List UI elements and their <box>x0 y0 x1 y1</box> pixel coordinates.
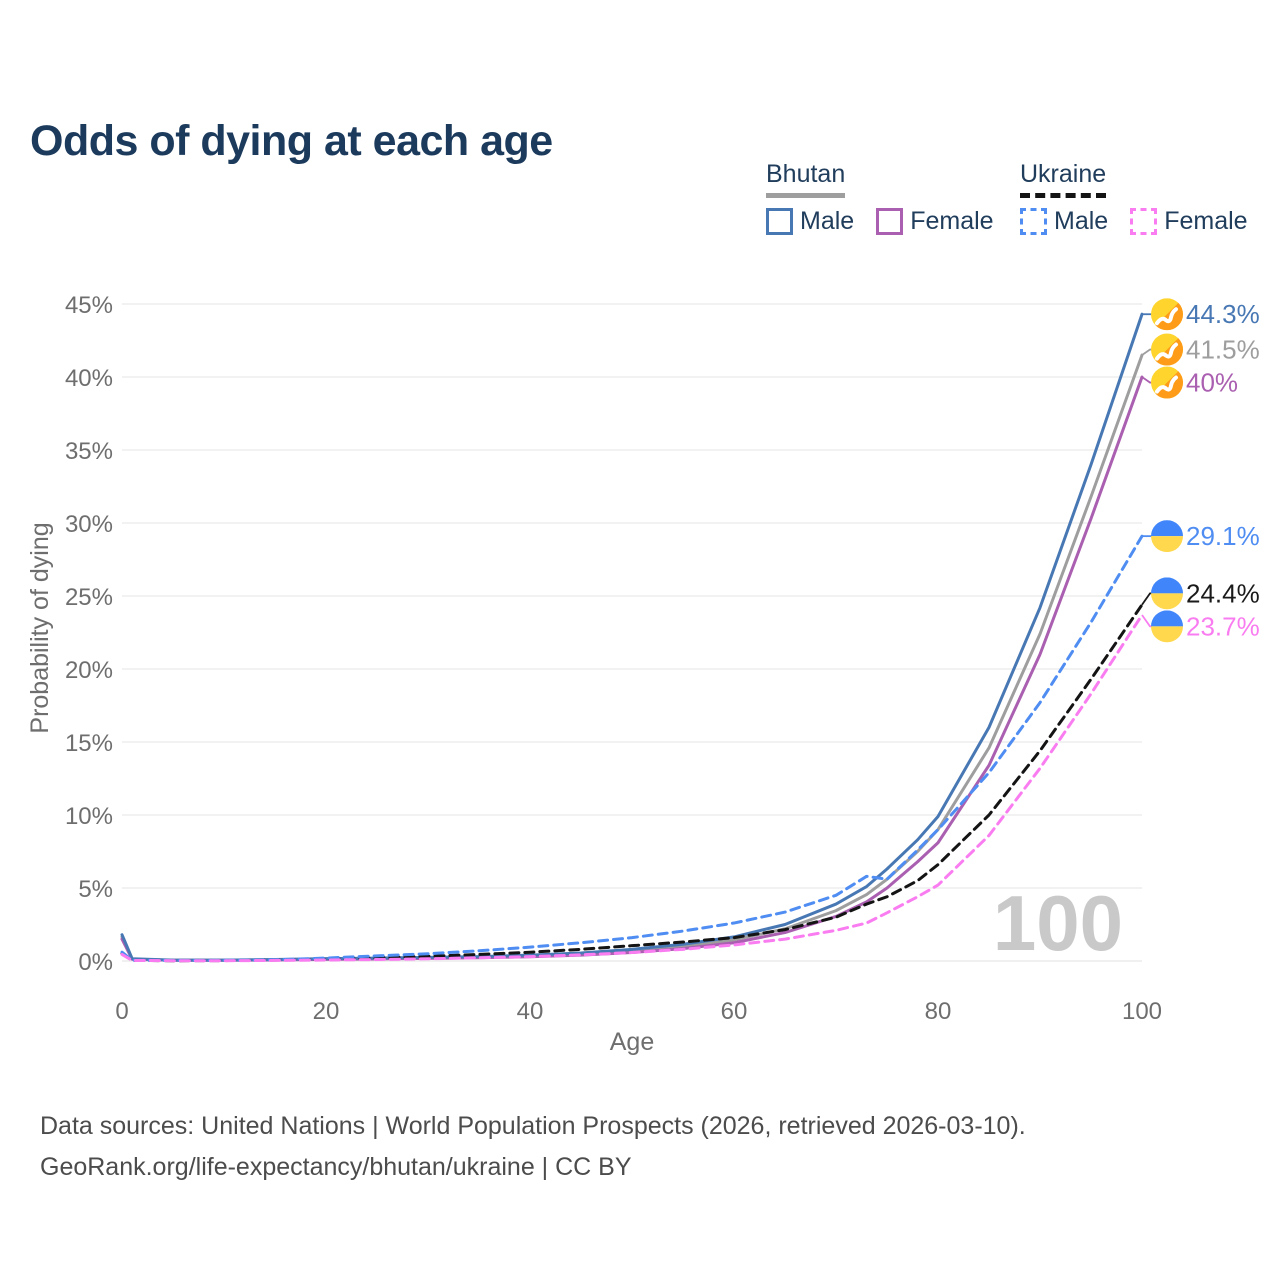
y-tick-label: 10% <box>65 803 113 830</box>
x-tick-label: 20 <box>313 998 340 1025</box>
label-connector <box>1141 376 1152 384</box>
series-line-bhutan-total[interactable] <box>120 353 1144 962</box>
x-tick-label: 80 <box>925 998 952 1025</box>
y-tick-label: 15% <box>65 730 113 757</box>
legend-title-bhutan[interactable]: Bhutan <box>766 160 846 198</box>
legend-label-bhutan-male: Male <box>800 207 855 235</box>
series-line-ukraine-female[interactable] <box>120 613 1144 963</box>
x-tick-label: 60 <box>721 998 748 1025</box>
flag-icon-bhutan <box>1151 298 1183 331</box>
flag-icon-bhutan <box>1151 366 1183 399</box>
bhutan-male-swatch-icon[interactable] <box>766 208 793 235</box>
ukraine-male-swatch-icon[interactable] <box>1020 208 1047 235</box>
x-tick-label: 100 <box>1122 998 1162 1025</box>
legend-label-ukraine-female: Female <box>1164 207 1248 235</box>
y-tick-label: 20% <box>65 657 113 684</box>
end-value-label: 41.5% <box>1186 335 1260 365</box>
end-value-label: 44.3% <box>1186 299 1260 329</box>
y-tick-label: 5% <box>78 876 113 903</box>
y-tick-label: 25% <box>65 584 113 611</box>
end-value-label: 23.7% <box>1186 611 1260 641</box>
age-counter-watermark: 100 <box>993 879 1123 967</box>
flag-icon-bhutan <box>1151 333 1183 366</box>
series-line-ukraine-male[interactable] <box>120 534 1144 963</box>
legend-item-ukraine-female[interactable]: Female <box>1130 207 1248 236</box>
legend-item-bhutan-male[interactable]: Male <box>766 207 854 236</box>
x-axis-title: Age <box>610 1028 654 1056</box>
legend-row-ukraine: Male Female <box>1020 207 1248 236</box>
flag-icon-ukraine <box>1151 577 1183 610</box>
y-tick-label: 0% <box>78 949 113 976</box>
label-connector <box>1141 614 1152 628</box>
data-sources-text: Data sources: United Nations | World Pop… <box>40 1112 1026 1140</box>
legend-label-ukraine-male: Male <box>1054 207 1109 235</box>
attribution-text: GeoRank.org/life-expectancy/bhutan/ukrai… <box>40 1152 632 1181</box>
y-axis-title: Probability of dying <box>26 522 54 733</box>
end-value-label: 29.1% <box>1186 521 1260 551</box>
y-tick-label: 35% <box>65 438 113 465</box>
y-tick-label: 45% <box>65 292 113 319</box>
y-tick-label: 30% <box>65 511 113 538</box>
legend-label-bhutan-female: Female <box>910 207 994 235</box>
legend-group-bhutan: Bhutan Male Female <box>766 160 994 236</box>
footer: Data sources: United Nations | World Pop… <box>40 1106 1240 1187</box>
label-connector <box>1141 592 1152 606</box>
legend-title-ukraine[interactable]: Ukraine <box>1020 160 1107 198</box>
end-value-label: 40% <box>1186 368 1238 398</box>
series-line-bhutan-male[interactable] <box>120 312 1144 962</box>
end-value-label: 24.4% <box>1186 578 1260 608</box>
legend-group-ukraine: Ukraine Male Female <box>1020 160 1248 236</box>
legend-row-bhutan: Male Female <box>766 207 994 236</box>
ukraine-female-swatch-icon[interactable] <box>1130 208 1158 235</box>
legend-item-bhutan-female[interactable]: Female <box>876 207 994 236</box>
legend: Bhutan Male Female Ukraine Male <box>0 160 1280 250</box>
x-tick-label: 40 <box>517 998 544 1025</box>
y-tick-label: 40% <box>65 365 113 392</box>
flag-icon-ukraine <box>1151 520 1183 553</box>
bhutan-female-swatch-icon[interactable] <box>876 208 904 235</box>
label-connector <box>1141 348 1152 356</box>
flag-icon-ukraine <box>1151 610 1183 643</box>
page-title: Odds of dying at each age <box>30 116 553 165</box>
legend-item-ukraine-male[interactable]: Male <box>1020 207 1108 236</box>
x-tick-label: 0 <box>115 998 128 1025</box>
series-line-ukraine-total[interactable] <box>120 603 1144 963</box>
